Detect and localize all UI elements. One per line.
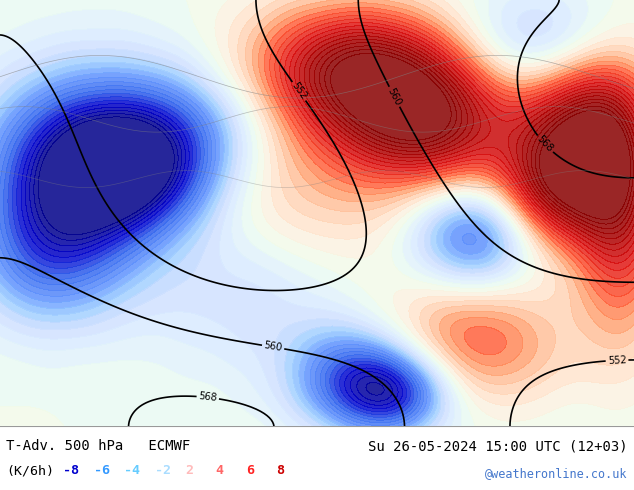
Text: 568: 568 bbox=[198, 392, 217, 403]
Text: 552: 552 bbox=[290, 81, 309, 102]
Text: 6: 6 bbox=[246, 464, 254, 477]
Text: 560: 560 bbox=[263, 341, 283, 353]
Text: -8: -8 bbox=[63, 464, 79, 477]
Text: T-Adv. 500 hPa   ECMWF: T-Adv. 500 hPa ECMWF bbox=[6, 439, 191, 453]
Text: -4: -4 bbox=[124, 464, 140, 477]
Text: 560: 560 bbox=[385, 86, 403, 107]
Text: (K/6h): (K/6h) bbox=[6, 464, 55, 477]
Text: 4: 4 bbox=[216, 464, 224, 477]
Text: -6: -6 bbox=[94, 464, 110, 477]
Text: Su 26-05-2024 15:00 UTC (12+03): Su 26-05-2024 15:00 UTC (12+03) bbox=[368, 439, 628, 453]
Text: 2: 2 bbox=[185, 464, 193, 477]
Text: 568: 568 bbox=[535, 134, 555, 154]
Text: 8: 8 bbox=[276, 464, 285, 477]
Text: @weatheronline.co.uk: @weatheronline.co.uk bbox=[485, 467, 628, 480]
Text: 552: 552 bbox=[607, 355, 626, 366]
Text: -2: -2 bbox=[155, 464, 171, 477]
